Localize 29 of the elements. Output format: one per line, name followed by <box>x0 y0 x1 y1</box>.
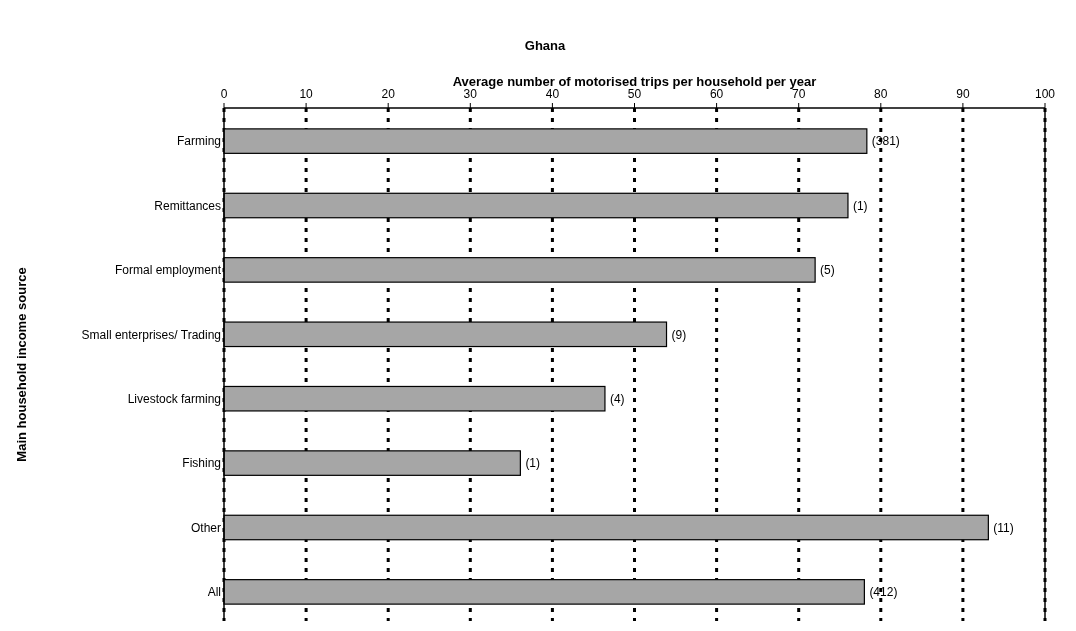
x-tick-label: 90 <box>956 87 970 101</box>
annotation: (11) <box>993 520 1014 535</box>
x-tick-label: 20 <box>381 87 396 101</box>
annotation: (4) <box>609 391 625 406</box>
x-tick-label: 10 <box>299 87 314 101</box>
x-tick-label: 30 <box>463 87 478 101</box>
x-tick-label: 60 <box>709 87 724 101</box>
annotation: (412) <box>869 585 898 600</box>
annotation: (5) <box>820 263 835 278</box>
annotation: (1) <box>525 456 541 471</box>
x-tick-label: 70 <box>792 87 806 101</box>
y-tick-label: Farming <box>176 134 221 149</box>
y-axis-title: Main household income source <box>14 267 29 462</box>
y-tick-label: Formal employment <box>114 263 222 278</box>
chart-title: Ghana <box>524 38 566 53</box>
x-tick-label: 50 <box>627 87 642 101</box>
y-tick-label: All <box>207 585 221 600</box>
y-tick-label: Remittances <box>154 198 221 213</box>
x-tick-label: 0 <box>220 87 228 101</box>
annotation: (9) <box>671 327 687 342</box>
x-axis-title: Average number of motorised trips per household per year <box>452 74 817 89</box>
y-tick-label: Livestock farming <box>127 391 221 406</box>
x-tick-label: 100 <box>1034 87 1056 101</box>
y-tick-label: Small enterprises/ Trading <box>81 327 221 342</box>
x-tick-label: 80 <box>874 87 888 101</box>
y-tick-label: Fishing <box>182 456 221 471</box>
y-tick-label: Other <box>190 520 221 535</box>
annotation: (1) <box>852 198 868 213</box>
x-tick-label: 40 <box>545 87 560 101</box>
